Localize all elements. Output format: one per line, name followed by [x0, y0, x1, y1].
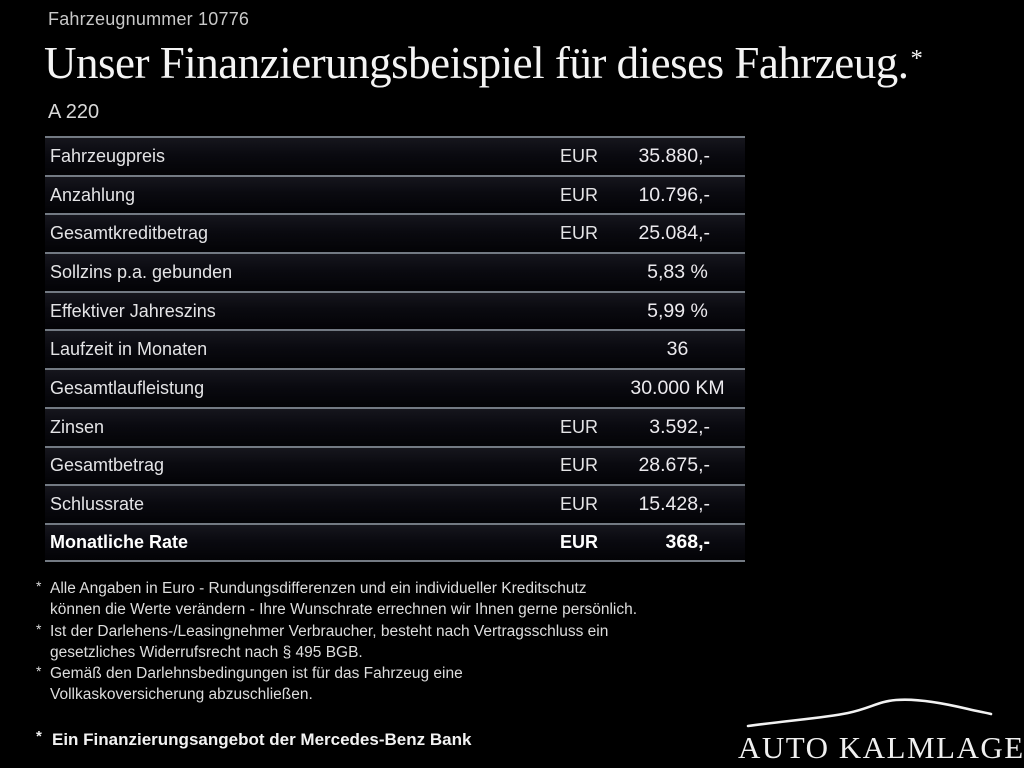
table-row: Effektiver Jahreszins 5,99 %	[45, 290, 745, 330]
table-row: Laufzeit in Monaten 36	[45, 329, 745, 369]
footnote-text: Alle Angaben in Euro - Rundungsdifferenz…	[50, 580, 638, 619]
row-value: 35.880,-	[638, 144, 710, 167]
table-row: Gesamtkreditbetrag EUR 25.084,-	[45, 213, 745, 253]
vehicle-number: Fahrzeugnummer 10776	[48, 9, 250, 29]
row-value: 368,-	[665, 530, 710, 553]
table-row: Sollzins p.a. gebunden 5,83 %	[45, 252, 745, 291]
row-label: Zinsen	[50, 416, 105, 437]
footnote: * Gemäß den Darlehnsbedingungen ist für d…	[36, 663, 766, 706]
row-value: 15.428,-	[638, 493, 710, 516]
page-title-text: Unser Finanzierungsbeispiel für dieses F…	[44, 38, 909, 88]
row-label: Effektiver Jahreszins	[50, 300, 216, 321]
row-label: Laufzeit in Monaten	[50, 339, 208, 360]
row-currency: EUR	[560, 416, 599, 437]
financing-table: Fahrzeugpreis EUR 35.880,- Anzahlung EUR 10.7…	[45, 136, 745, 562]
footnote-marker: *	[36, 578, 42, 594]
footnotes: * Alle Angaben in Euro - Rundungsdifferen…	[36, 578, 766, 706]
row-value: 3.592,-	[649, 415, 710, 438]
row-label: Gesamtbetrag	[50, 455, 165, 476]
row-currency: EUR	[560, 184, 599, 205]
bank-offer-note: * Ein Finanzierungsangebot der Mercedes-…	[36, 728, 736, 750]
footnote-marker: *	[36, 728, 42, 745]
bank-offer-text: Ein Finanzierungsangebot der Mercedes-Be…	[52, 730, 472, 749]
row-value: 5,83 %	[647, 260, 708, 283]
row-currency: EUR	[560, 455, 599, 476]
vehicle-model: A 220	[48, 101, 100, 123]
row-value: 28.675,-	[638, 454, 710, 477]
row-value: 30.000 KM	[630, 376, 725, 399]
footnote-marker: *	[36, 663, 42, 680]
row-label: Fahrzeugpreis	[50, 145, 166, 166]
footnote-text: Gemäß den Darlehnsbedingungen ist für da…	[50, 665, 463, 704]
row-currency: EUR	[560, 531, 599, 552]
row-currency: EUR	[560, 494, 599, 515]
row-label: Anzahlung	[50, 184, 136, 205]
table-row: Schlussrate EUR 15.428,-	[45, 484, 745, 523]
table-row: Monatliche Rate EUR 368,-	[45, 522, 745, 562]
row-value: 10.796,-	[638, 183, 710, 206]
footnote: * Alle Angaben in Euro - Rundungsdifferen…	[36, 578, 766, 621]
dealer-name: AUTO KALMLAGE	[738, 730, 1024, 765]
table-row: Fahrzeugpreis EUR 35.880,-	[45, 136, 745, 175]
table-row: Zinsen EUR 3.592,-	[45, 406, 745, 446]
car-silhouette-icon	[746, 698, 993, 728]
row-currency: EUR	[560, 145, 599, 166]
row-label: Gesamtlaufleistung	[50, 377, 205, 398]
row-value: 25.084,-	[638, 222, 710, 245]
table-row: Gesamtbetrag EUR 28.675,-	[45, 445, 745, 485]
page-title: Unser Finanzierungsbeispiel für dieses F…	[44, 36, 1004, 90]
row-label: Sollzins p.a. gebunden	[50, 261, 233, 282]
row-label: Schlussrate	[50, 494, 145, 515]
footnote: * Ist der Darlehens-/Leasingnehmer Verbra…	[36, 621, 766, 664]
row-label: Gesamtkreditbetrag	[50, 223, 209, 244]
footnote-text: Ist der Darlehens-/Leasingnehmer Verbrau…	[50, 622, 609, 661]
dealer-logo: AUTO KALMLAGE	[738, 680, 1024, 766]
title-footnote-marker: *	[910, 44, 923, 72]
row-currency: EUR	[560, 223, 599, 244]
footnote-marker: *	[36, 620, 42, 637]
row-value: 5,99 %	[647, 299, 708, 322]
row-label: Monatliche Rate	[50, 531, 189, 552]
table-row: Gesamtlaufleistung 30.000 KM	[45, 368, 745, 407]
table-row: Anzahlung EUR 10.796,-	[45, 174, 745, 214]
row-value: 36	[666, 338, 689, 361]
